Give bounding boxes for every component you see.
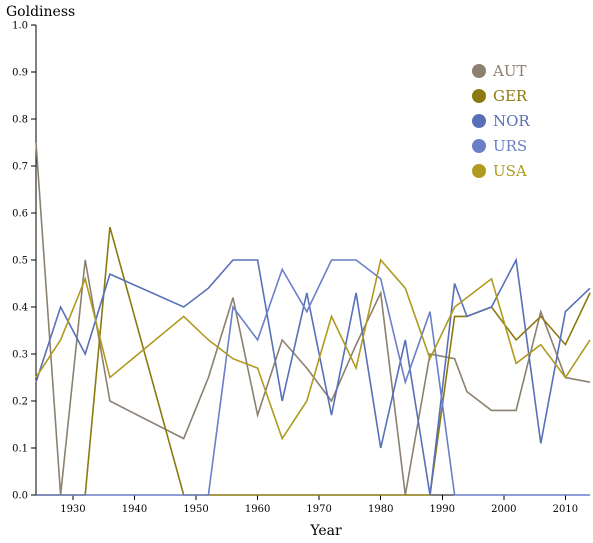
x-tick-label: 2000 [491, 504, 516, 515]
x-tick-label: 1970 [306, 504, 331, 515]
y-tick-label: 1.0 [12, 21, 28, 32]
x-tick-label: 2010 [553, 504, 578, 515]
y-tick-label: 0.8 [12, 115, 28, 126]
legend-swatch-urs [472, 139, 486, 153]
x-axis: 1930 1940 1950 1960 1970 1980 1990 2000 2010 [36, 495, 590, 515]
y-axis-title: Goldiness [6, 4, 75, 20]
x-tick-label: 1940 [122, 504, 147, 515]
y-tick-label: 0.9 [12, 68, 28, 79]
y-tick-label: 0.6 [12, 209, 28, 220]
legend-label-urs: URS [493, 137, 527, 155]
legend-label-aut: AUT [492, 62, 526, 80]
legend-label-ger: GER [493, 87, 528, 105]
x-axis-title: Year [309, 523, 342, 539]
y-tick-label: 0.1 [12, 444, 28, 455]
y-tick-label: 0.7 [12, 162, 28, 173]
y-axis: 0.0 0.1 0.2 0.3 0.4 0.5 0.6 0.7 0.8 0.9 1.0 [12, 21, 36, 502]
x-tick-label: 1950 [183, 504, 208, 515]
y-tick-label: 0.5 [12, 256, 28, 267]
legend-label-nor: NOR [493, 112, 530, 130]
legend-swatch-nor [472, 114, 486, 128]
x-tick-label: 1990 [430, 504, 455, 515]
y-tick-label: 0.4 [12, 303, 28, 314]
legend-swatch-usa [472, 164, 486, 178]
legend: AUT GER NOR URS USA [472, 62, 530, 180]
series-line-usa [36, 260, 590, 439]
legend-swatch-aut [472, 64, 486, 78]
series-line-ger [36, 227, 590, 495]
y-tick-label: 0.3 [12, 350, 28, 361]
y-tick-label: 0.0 [12, 491, 28, 502]
x-tick-label: 1960 [245, 504, 270, 515]
legend-swatch-ger [472, 89, 486, 103]
y-tick-label: 0.2 [12, 397, 28, 408]
series-layer [36, 143, 590, 496]
series-line-aut [36, 143, 590, 496]
legend-label-usa: USA [493, 162, 527, 180]
x-tick-label: 1930 [60, 504, 85, 515]
x-tick-label: 1980 [368, 504, 393, 515]
